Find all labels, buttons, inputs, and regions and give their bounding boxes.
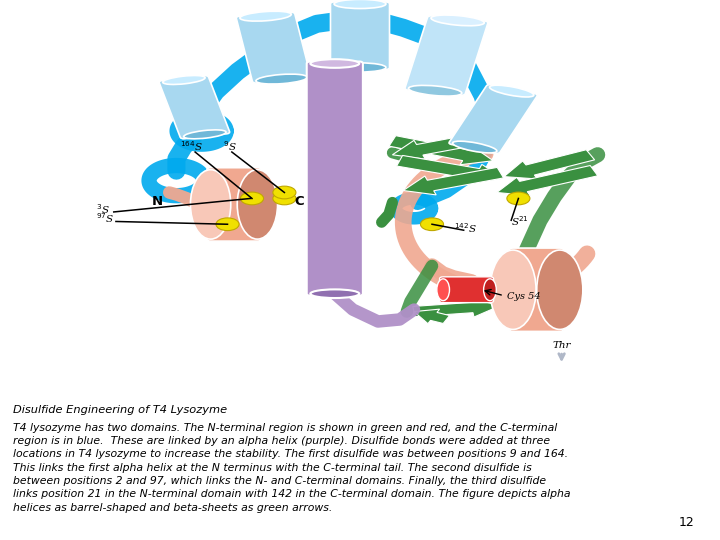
Polygon shape xyxy=(389,136,493,165)
Text: $^{3}$S: $^{3}$S xyxy=(96,202,110,215)
Circle shape xyxy=(273,192,296,205)
Ellipse shape xyxy=(184,130,226,139)
Polygon shape xyxy=(392,132,492,159)
FancyBboxPatch shape xyxy=(330,2,390,70)
Ellipse shape xyxy=(334,63,386,72)
Text: $^{97}$S: $^{97}$S xyxy=(96,212,114,226)
Circle shape xyxy=(216,218,239,231)
FancyBboxPatch shape xyxy=(449,85,537,153)
Ellipse shape xyxy=(408,85,462,96)
Polygon shape xyxy=(397,156,504,184)
Ellipse shape xyxy=(437,279,449,301)
Text: N: N xyxy=(151,195,163,208)
Text: 12: 12 xyxy=(679,516,695,529)
Ellipse shape xyxy=(537,250,582,329)
Text: Disulfide Engineering of T4 Lysozyme: Disulfide Engineering of T4 Lysozyme xyxy=(13,406,227,415)
FancyBboxPatch shape xyxy=(510,248,563,332)
Polygon shape xyxy=(414,309,449,323)
Text: Cys 54: Cys 54 xyxy=(507,292,541,301)
Text: $^{9}$S: $^{9}$S xyxy=(223,139,237,153)
Ellipse shape xyxy=(431,15,485,26)
Polygon shape xyxy=(504,150,595,179)
Ellipse shape xyxy=(238,170,278,239)
Text: C: C xyxy=(294,195,304,208)
FancyBboxPatch shape xyxy=(236,12,311,83)
FancyBboxPatch shape xyxy=(307,62,363,296)
Text: $^{164}$S: $^{164}$S xyxy=(180,139,203,153)
Ellipse shape xyxy=(191,170,231,239)
Text: S$^{21}$: S$^{21}$ xyxy=(511,214,529,228)
Ellipse shape xyxy=(453,141,497,153)
Ellipse shape xyxy=(484,279,496,301)
Ellipse shape xyxy=(490,250,536,329)
Polygon shape xyxy=(413,298,500,317)
Circle shape xyxy=(273,186,296,199)
Text: $^{142}$S: $^{142}$S xyxy=(454,221,477,235)
Circle shape xyxy=(420,218,444,231)
FancyBboxPatch shape xyxy=(439,277,494,302)
Ellipse shape xyxy=(334,0,386,9)
Text: T4 lysozyme has two domains. The N-terminal region is shown in green and red, an: T4 lysozyme has two domains. The N-termi… xyxy=(13,423,570,513)
Ellipse shape xyxy=(490,85,534,97)
Circle shape xyxy=(240,192,264,205)
Ellipse shape xyxy=(310,289,359,298)
Text: Thr: Thr xyxy=(552,341,571,350)
Ellipse shape xyxy=(163,76,205,84)
FancyBboxPatch shape xyxy=(405,16,488,96)
Polygon shape xyxy=(497,166,598,195)
Ellipse shape xyxy=(240,11,292,21)
Ellipse shape xyxy=(310,59,359,68)
Circle shape xyxy=(507,192,530,205)
FancyBboxPatch shape xyxy=(159,76,230,139)
FancyBboxPatch shape xyxy=(207,168,261,241)
Polygon shape xyxy=(403,167,503,195)
Ellipse shape xyxy=(256,74,307,84)
